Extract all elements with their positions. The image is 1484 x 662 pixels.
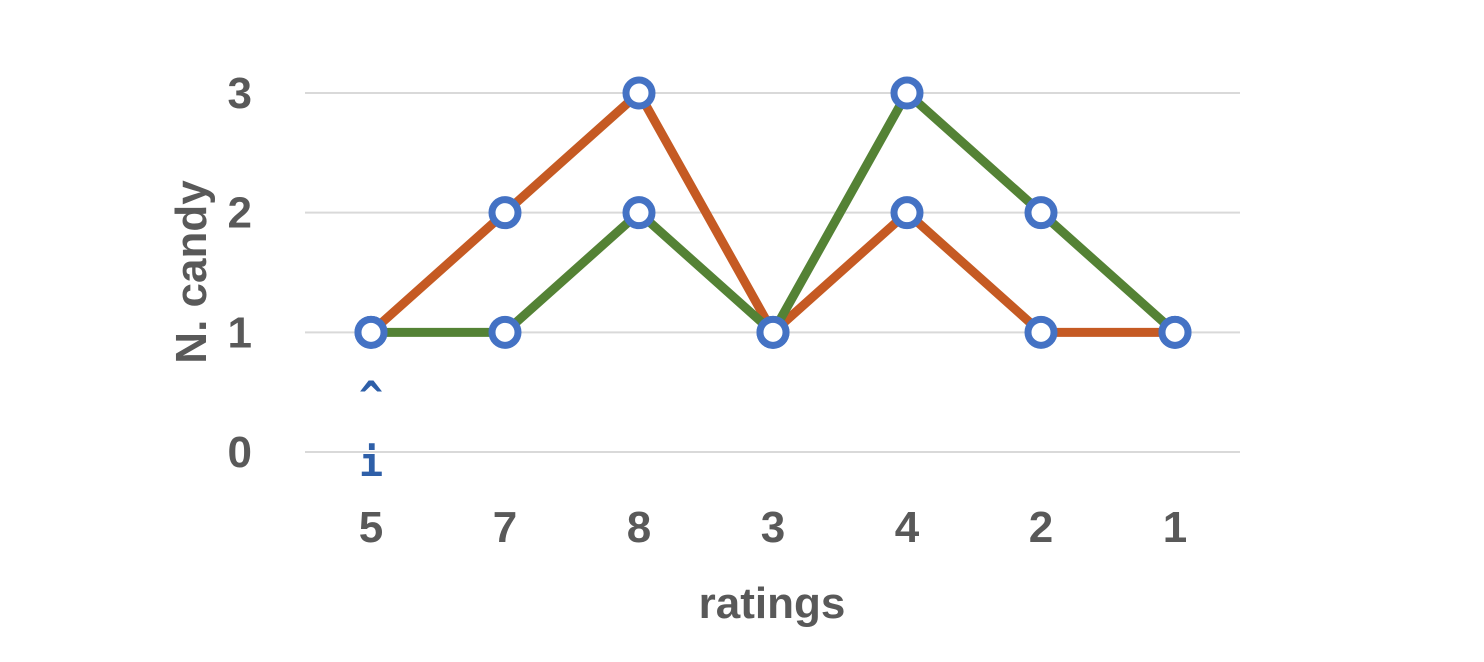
- x-tick-label: 8: [627, 503, 651, 552]
- x-tick-label: 4: [895, 503, 920, 552]
- data-point: [890, 76, 924, 110]
- data-point: [756, 315, 790, 349]
- data-point: [622, 196, 656, 230]
- data-point: [1158, 315, 1192, 349]
- x-tick-label: 7: [493, 503, 517, 552]
- y-tick-label: 1: [228, 308, 252, 357]
- x-tick-labels: 5 7 8 3 4 2 1: [359, 503, 1187, 552]
- y-tick-label: 0: [228, 428, 252, 477]
- x-axis-title: ratings: [699, 579, 846, 628]
- data-point: [488, 315, 522, 349]
- x-tick-label: 1: [1163, 503, 1187, 552]
- data-point: [1024, 315, 1058, 349]
- data-point: [622, 76, 656, 110]
- annotation-mark: ^: [359, 374, 383, 420]
- point-markers: [354, 76, 1192, 349]
- data-point: [890, 196, 924, 230]
- y-axis-title: N. candy: [167, 180, 216, 364]
- grid-lines: [305, 92, 1240, 453]
- y-tick-label: 2: [228, 189, 252, 238]
- y-tick-labels: 0 1 2 3: [228, 69, 252, 477]
- annotation-mark: i: [359, 440, 383, 486]
- x-tick-label: 2: [1029, 503, 1053, 552]
- y-tick-label: 3: [228, 69, 252, 118]
- annotations: ^i: [359, 374, 383, 486]
- x-tick-label: 5: [359, 503, 383, 552]
- data-point: [488, 196, 522, 230]
- data-point: [354, 315, 388, 349]
- data-point: [1024, 196, 1058, 230]
- x-tick-label: 3: [761, 503, 785, 552]
